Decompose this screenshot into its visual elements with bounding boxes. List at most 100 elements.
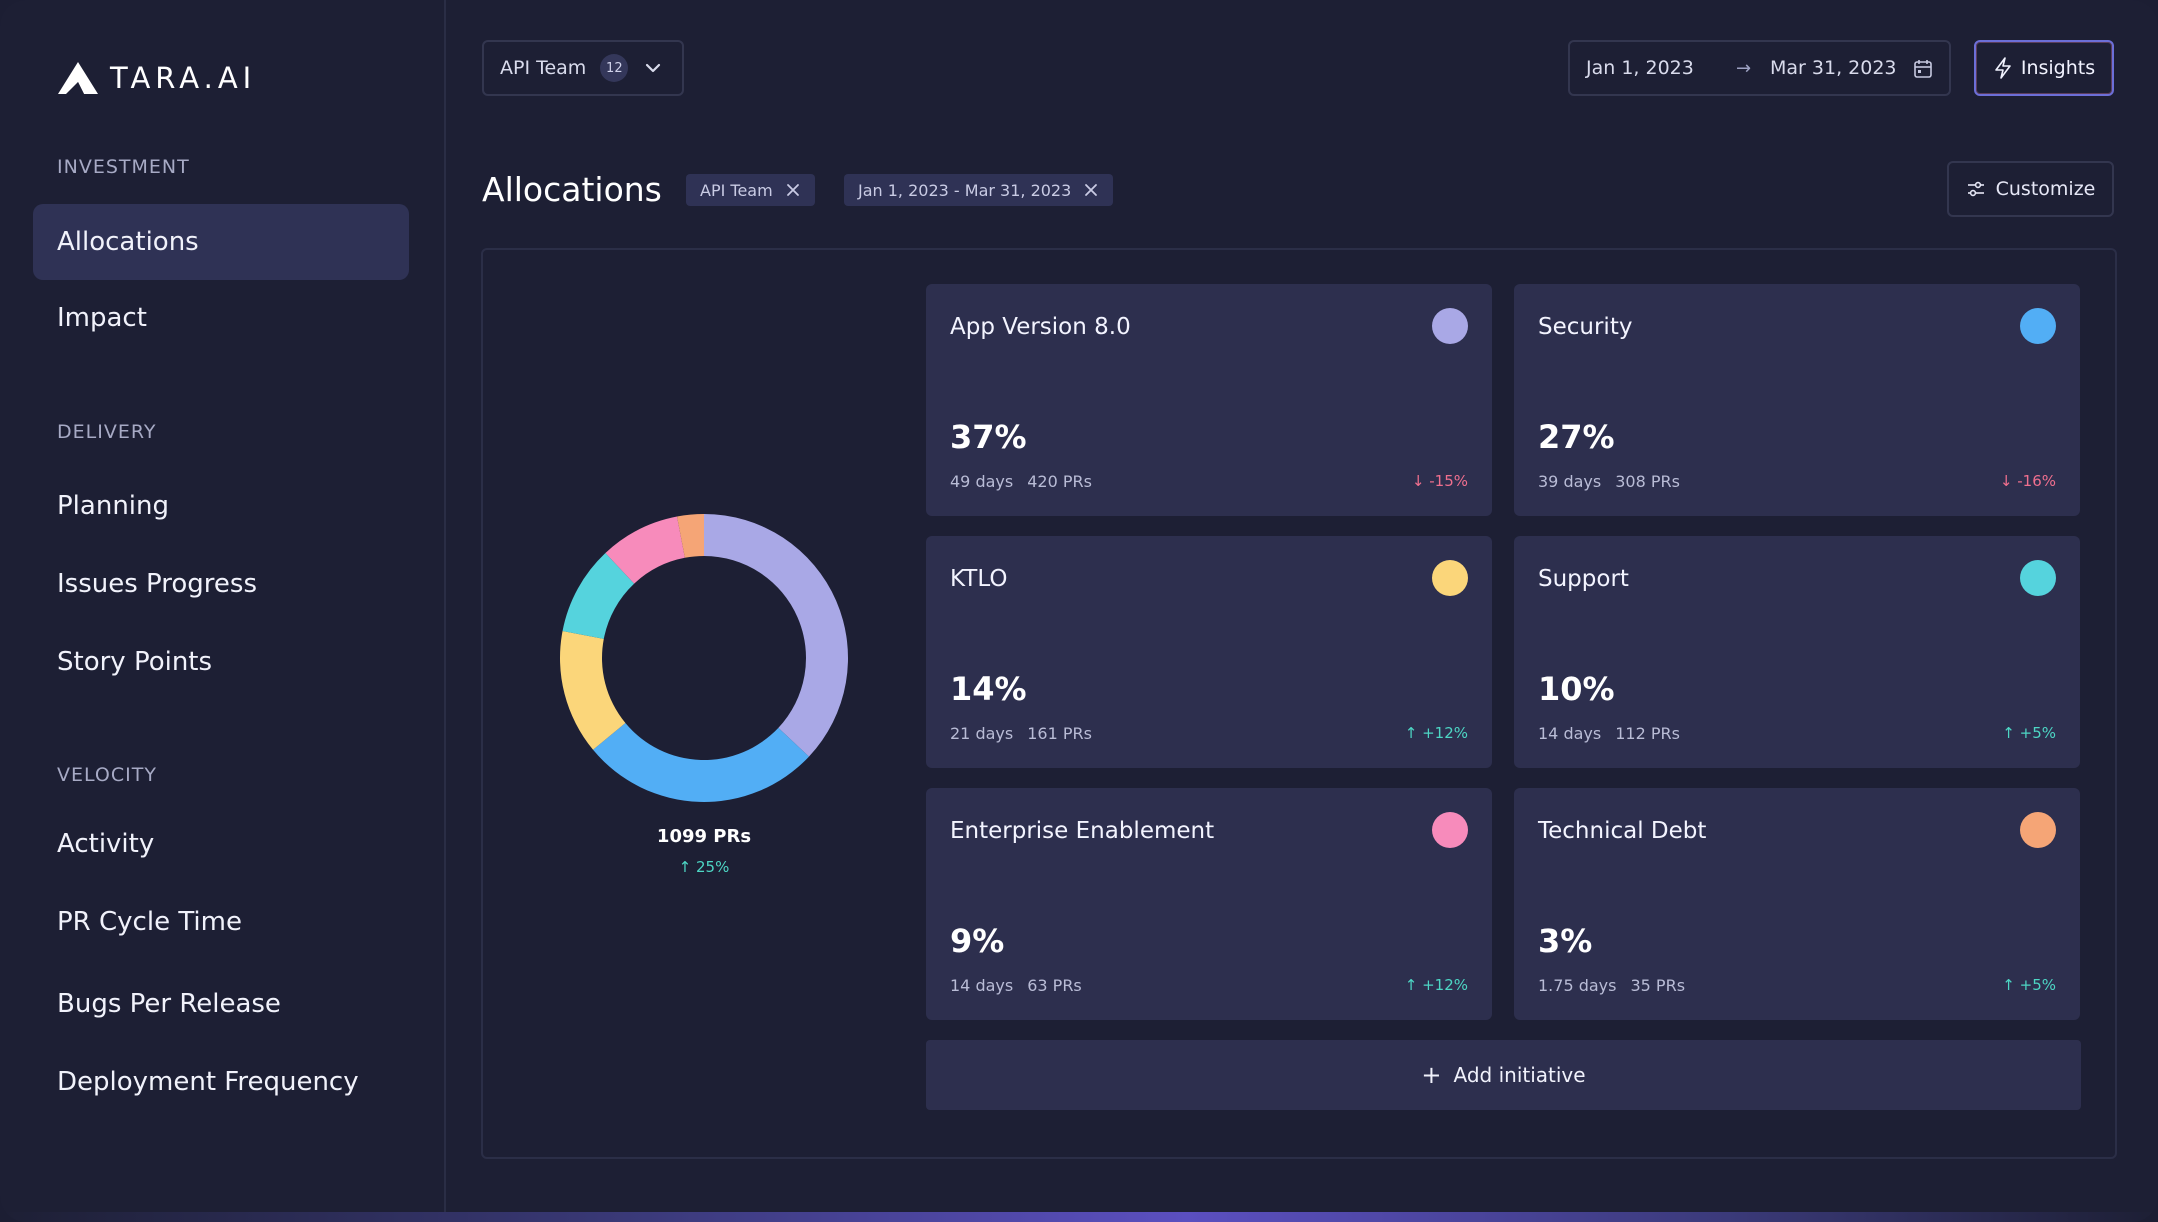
initiative-color-dot [1432,308,1468,344]
initiative-color-dot [1432,560,1468,596]
initiative-days: 49 days [950,472,1014,491]
initiative-color-dot [2020,812,2056,848]
initiative-change: ↑ +5% [2002,976,2056,994]
initiative-name: Support [1538,566,1629,592]
initiative-change: ↑ +12% [1404,976,1468,994]
initiative-prs: 112 PRs [1615,724,1680,743]
team-select[interactable]: API Team 12 [482,40,684,96]
donut-slice-enterprise-enablement[interactable] [605,516,685,584]
initiative-card[interactable]: KTLO 14% 21 days 161 PRs ↑ +12% [926,536,1492,768]
initiative-change: ↓ -15% [1411,472,1468,490]
nav-item-impact[interactable]: Impact [33,280,409,356]
chevron-down-icon [646,63,661,73]
donut-slice-technical-debt[interactable] [677,514,704,558]
nav-item-label: Deployment Frequency [57,1067,359,1097]
initiative-change: ↑ +5% [2002,724,2056,742]
date-range-picker[interactable]: Jan 1, 2023 → Mar 31, 2023 [1568,40,1951,96]
filter-chip-label: Jan 1, 2023 - Mar 31, 2023 [858,180,1072,200]
initiative-change: ↑ +12% [1404,724,1468,742]
initiative-card[interactable]: Enterprise Enablement 9% 14 days 63 PRs ↑… [926,788,1492,1020]
lightning-icon [1995,57,2011,79]
donut-svg [560,514,848,802]
nav-item-bugs-per-release[interactable]: Bugs Per Release [33,966,409,1042]
sliders-icon [1967,181,1984,197]
initiative-name: Technical Debt [1538,818,1707,844]
initiative-card[interactable]: Technical Debt 3% 1.75 days 35 PRs ↑ +5% [1514,788,2080,1020]
initiative-name: KTLO [950,566,1008,592]
donut-slice-support[interactable] [562,553,635,639]
initiative-meta: 39 days 308 PRs [1538,472,1680,491]
initiative-card[interactable]: App Version 8.0 37% 49 days 420 PRs ↓ -15… [926,284,1492,516]
initiative-prs: 161 PRs [1027,724,1092,743]
nav-item-pr-cycle-time[interactable]: PR Cycle Time [33,884,409,960]
team-count-badge: 12 [600,54,629,82]
customize-button[interactable]: Customize [1947,161,2114,217]
tara-logo-icon [58,62,98,94]
date-start[interactable]: Jan 1, 2023 [1586,57,1694,79]
total-prs-change: ↑ 25% [678,858,730,876]
total-prs: 1099 PRs [656,826,752,847]
nav-item-planning[interactable]: Planning [33,468,409,544]
allocations-panel [481,248,2117,1159]
initiative-meta: 49 days 420 PRs [950,472,1092,491]
initiative-prs: 63 PRs [1027,976,1082,995]
add-initiative-button[interactable]: + Add initiative [926,1040,2081,1110]
plus-icon: + [1421,1061,1442,1089]
initiative-percent: 37% [950,418,1027,456]
bottom-accent-bar [0,1212,2158,1222]
nav-item-deployment-frequency[interactable]: Deployment Frequency [33,1044,409,1120]
nav-item-activity[interactable]: Activity [33,806,409,882]
section-label-delivery: DELIVERY [57,421,157,443]
initiative-card[interactable]: Support 10% 14 days 112 PRs ↑ +5% [1514,536,2080,768]
initiative-percent: 14% [950,670,1027,708]
nav-item-allocations[interactable]: Allocations [33,204,409,280]
initiative-percent: 27% [1538,418,1615,456]
date-end[interactable]: Mar 31, 2023 [1770,57,1897,79]
customize-label: Customize [1995,178,2096,200]
section-label-investment: INVESTMENT [57,156,190,178]
initiative-percent: 9% [950,922,1005,960]
arrow-right-icon: → [1736,57,1752,79]
nav-item-label: Planning [57,491,169,521]
initiative-percent: 10% [1538,670,1615,708]
brand-logo[interactable]: TARA.AI [56,58,256,98]
filter-chip-date: Jan 1, 2023 - Mar 31, 2023 [844,174,1114,206]
calendar-icon[interactable] [1912,58,1934,80]
initiative-prs: 35 PRs [1630,976,1686,995]
initiative-days: 14 days [950,976,1014,995]
nav-item-label: Issues Progress [57,569,258,599]
nav-item-issues-progress[interactable]: Issues Progress [33,546,409,622]
insights-button[interactable]: Insights [1974,40,2114,96]
allocation-donut-chart [556,510,852,806]
initiative-days: 39 days [1538,472,1602,491]
section-label-velocity: VELOCITY [57,764,157,786]
initiative-prs: 308 PRs [1615,472,1680,491]
nav-item-label: Bugs Per Release [57,989,281,1019]
sidebar: TARA.AI INVESTMENT Allocations Impact DE… [0,0,446,1212]
add-initiative-label: Add initiative [1453,1063,1586,1087]
initiative-color-dot [2020,560,2056,596]
page-title: Allocations [482,170,662,209]
initiative-percent: 3% [1538,922,1593,960]
initiative-change: ↓ -16% [1999,472,2056,490]
initiative-meta: 14 days 63 PRs [950,976,1082,995]
donut-slice-ktlo[interactable] [560,631,626,750]
initiative-meta: 14 days 112 PRs [1538,724,1680,743]
brand-name: TARA.AI [110,61,257,95]
close-icon[interactable] [1083,182,1099,198]
donut-slice-app-version-8-0[interactable] [704,514,848,757]
nav-item-label: PR Cycle Time [57,907,242,937]
initiative-days: 1.75 days [1538,976,1617,995]
filter-chip-team: API Team [686,174,815,206]
initiative-meta: 21 days 161 PRs [950,724,1092,743]
nav-item-story-points[interactable]: Story Points [33,624,409,700]
nav-item-label: Impact [57,303,147,333]
donut-slice-security[interactable] [593,723,809,802]
initiative-card[interactable]: Security 27% 39 days 308 PRs ↓ -16% [1514,284,2080,516]
close-icon[interactable] [785,182,801,198]
initiative-name: Security [1538,314,1633,340]
nav-item-label: Story Points [57,647,213,677]
insights-label: Insights [2020,57,2096,79]
initiative-prs: 420 PRs [1027,472,1092,491]
